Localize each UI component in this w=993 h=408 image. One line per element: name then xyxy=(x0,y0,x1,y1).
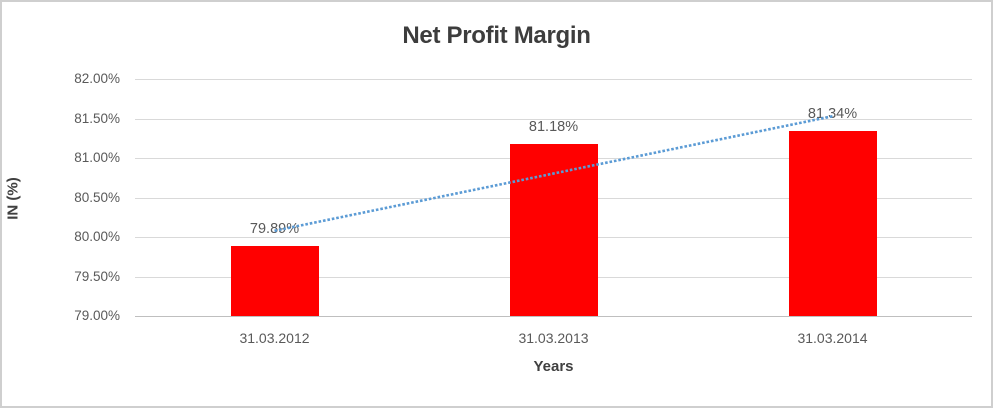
y-tick-label: 81.50% xyxy=(74,110,120,126)
y-tick-label: 80.50% xyxy=(74,189,120,205)
x-tick-label: 31.03.2012 xyxy=(239,330,310,346)
x-axis-line xyxy=(135,316,972,317)
gridline xyxy=(135,79,972,80)
bar-data-label: 79.89% xyxy=(249,220,300,237)
bar-data-label: 81.34% xyxy=(807,106,858,123)
y-tick-label: 81.00% xyxy=(74,150,120,165)
x-tick-label: 31.03.2014 xyxy=(797,330,868,346)
bar-data-label: 81.18% xyxy=(528,118,579,135)
chart-title: Net Profit Margin xyxy=(402,22,591,49)
y-axis-title: IN (%) xyxy=(4,177,22,220)
bar xyxy=(230,245,319,316)
bar xyxy=(509,143,598,316)
y-tick-label: 80.00% xyxy=(74,229,120,244)
y-tick-label: 79.50% xyxy=(74,268,120,284)
y-tick-label: 82.00% xyxy=(74,71,120,86)
y-tick-label: 79.00% xyxy=(74,308,120,323)
bar xyxy=(788,131,877,316)
x-tick-label: 31.03.2013 xyxy=(518,330,589,346)
x-axis-title: Years xyxy=(533,358,574,375)
